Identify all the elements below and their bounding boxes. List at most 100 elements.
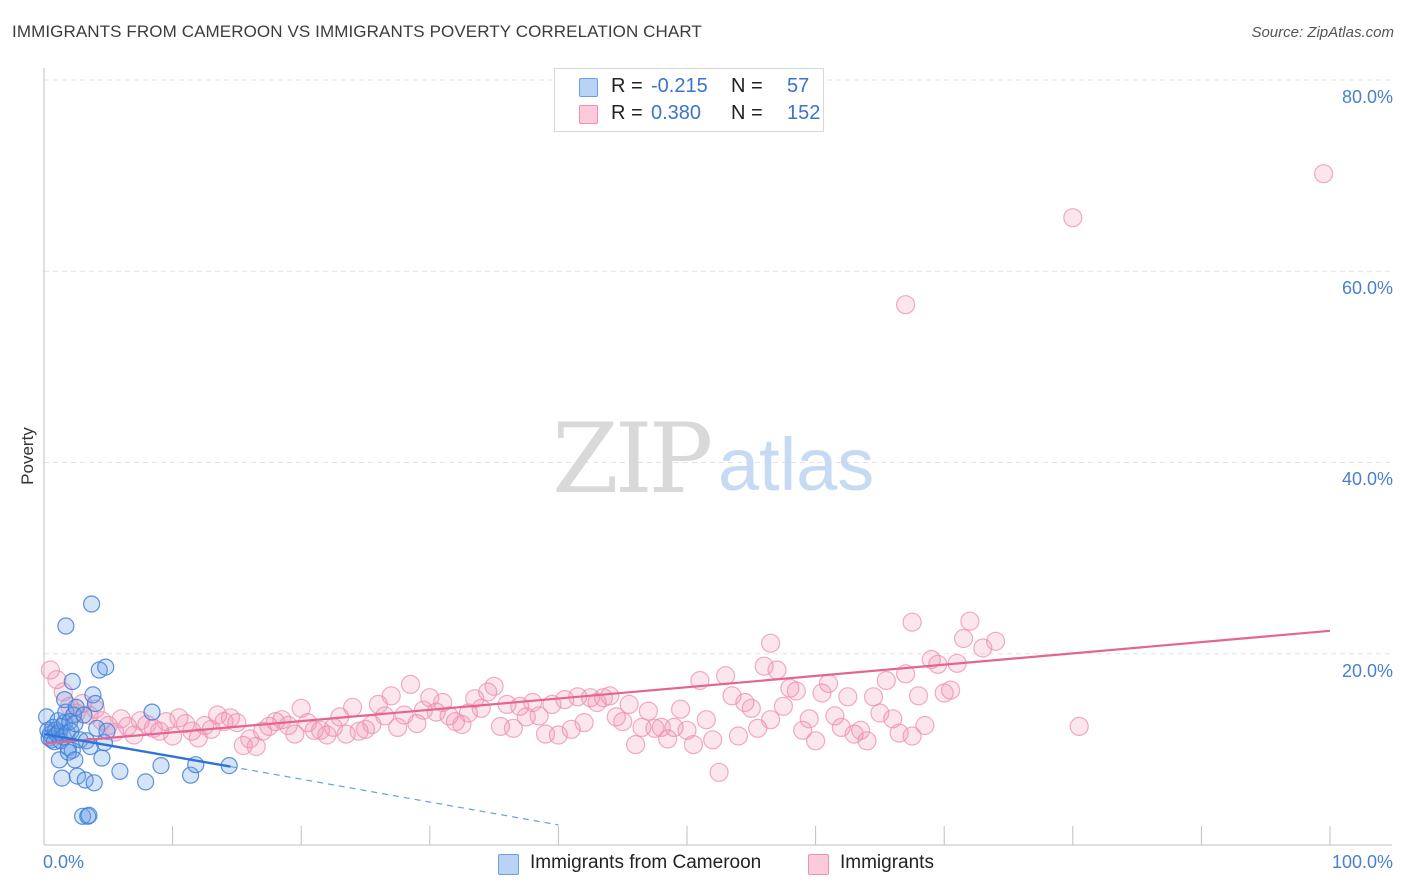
correlation-legend: R = -0.215 N = 57 R = 0.380 N = 152 xyxy=(554,68,824,132)
cameroon-trend-extension xyxy=(230,765,559,826)
immigrants-trend-line xyxy=(43,629,1331,745)
y-tick-label: 80.0% xyxy=(1341,87,1393,107)
immigrants-point xyxy=(883,709,903,729)
immigrants-points xyxy=(40,164,1334,782)
axes xyxy=(43,68,1392,846)
cameroon-point xyxy=(79,807,97,825)
y-tick-label: 40.0% xyxy=(1341,469,1393,489)
legend-swatch-blue xyxy=(579,78,598,97)
y-axis-label: Poverty xyxy=(18,427,37,485)
legend-n-value: 57 xyxy=(787,75,810,97)
watermark-zip: ZIP xyxy=(552,403,711,515)
legend-r-label: R = xyxy=(611,102,643,124)
cameroon-point xyxy=(152,756,170,775)
cameroon-point xyxy=(182,766,200,784)
immigrants-point xyxy=(458,703,478,723)
immigrants-point xyxy=(728,726,749,746)
immigrants-point xyxy=(317,725,337,745)
immigrants-point xyxy=(953,628,974,649)
immigrants-point xyxy=(741,698,761,718)
cameroon-point xyxy=(88,719,106,737)
cameroon-point xyxy=(68,767,87,785)
immigrants-point xyxy=(793,720,813,740)
immigrants-point xyxy=(857,731,877,751)
immigrants-point xyxy=(304,720,324,740)
cameroon-point xyxy=(55,690,74,709)
immigrants-point xyxy=(658,729,678,749)
immigrants-point xyxy=(915,715,935,736)
legend-swatch-pink xyxy=(579,105,598,124)
immigrants-point xyxy=(111,709,131,729)
immigrants-point xyxy=(902,726,922,746)
cameroon-point xyxy=(53,769,71,787)
y-tick-label: 20.0% xyxy=(1341,661,1393,681)
cameroon-point xyxy=(63,672,81,691)
immigrants-point xyxy=(291,698,311,718)
legend-n-label: N = xyxy=(731,75,763,97)
immigrants-point xyxy=(902,612,922,632)
cameroon-point xyxy=(85,774,103,792)
immigrants-point xyxy=(388,717,408,738)
y-tick-label: 60.0% xyxy=(1341,278,1393,298)
immigrants-point xyxy=(471,698,491,718)
cameroon-point xyxy=(97,658,115,676)
trend-lines xyxy=(43,629,1331,826)
legend-n-label: N = xyxy=(731,102,763,124)
immigrants-point xyxy=(452,714,472,735)
immigrants-point xyxy=(85,699,106,719)
immigrants-point xyxy=(799,709,819,729)
immigrants-point xyxy=(227,712,247,733)
immigrants-point xyxy=(670,699,691,719)
immigrants-point xyxy=(760,633,781,653)
immigrants-point xyxy=(503,718,524,738)
immigrants-point xyxy=(1313,164,1334,184)
immigrants-point xyxy=(818,673,839,694)
bottom-legend-label: Immigrants from Cameroon xyxy=(530,852,762,873)
bottom-legend-swatch-blue xyxy=(498,854,519,875)
immigrants-point xyxy=(985,631,1006,651)
legend-r-label: R = xyxy=(611,75,643,97)
immigrants-point xyxy=(484,676,504,696)
cameroon-point xyxy=(137,773,155,791)
immigrants-point xyxy=(1063,208,1083,228)
bottom-legend-swatch-pink xyxy=(808,854,829,875)
immigrants-point xyxy=(1069,716,1089,737)
chart-title: IMMIGRANTS FROM CAMEROON VS IMMIGRANTS P… xyxy=(12,22,702,41)
cameroon-trend-line xyxy=(43,732,231,768)
immigrants-point xyxy=(876,670,896,691)
immigrants-point xyxy=(703,730,723,750)
cameroon-point xyxy=(111,762,129,781)
immigrants-point xyxy=(786,681,806,701)
immigrants-point xyxy=(574,712,594,733)
cameroon-point xyxy=(80,806,98,825)
immigrants-point xyxy=(175,713,196,734)
immigrants-point xyxy=(600,686,620,706)
bottom-legend-label: Immigrants xyxy=(840,852,934,873)
cameroon-point xyxy=(66,751,84,769)
x-tick-label-min: 0.0% xyxy=(43,852,85,872)
immigrants-point xyxy=(400,674,421,695)
immigrants-point xyxy=(619,694,639,715)
cameroon-point xyxy=(57,617,75,635)
immigrants-point xyxy=(683,734,704,755)
cameroon-point xyxy=(93,749,111,767)
watermark: ZIP atlas xyxy=(552,403,874,515)
immigrants-point xyxy=(895,295,916,315)
immigrants-point xyxy=(677,720,697,740)
immigrants-point xyxy=(805,731,826,751)
immigrants-point xyxy=(812,683,832,703)
immigrants-point xyxy=(381,686,401,706)
cameroon-point xyxy=(143,703,161,721)
immigrants-point xyxy=(156,711,176,732)
immigrants-point xyxy=(760,710,781,730)
cameroon-point xyxy=(73,807,92,825)
immigrants-point xyxy=(773,696,794,716)
immigrants-point xyxy=(940,680,961,700)
immigrants-point xyxy=(908,686,929,706)
immigrants-point xyxy=(625,734,646,755)
immigrants-point xyxy=(754,656,774,676)
immigrants-point xyxy=(285,724,305,744)
immigrants-point xyxy=(863,687,884,707)
immigrants-point xyxy=(645,718,665,738)
